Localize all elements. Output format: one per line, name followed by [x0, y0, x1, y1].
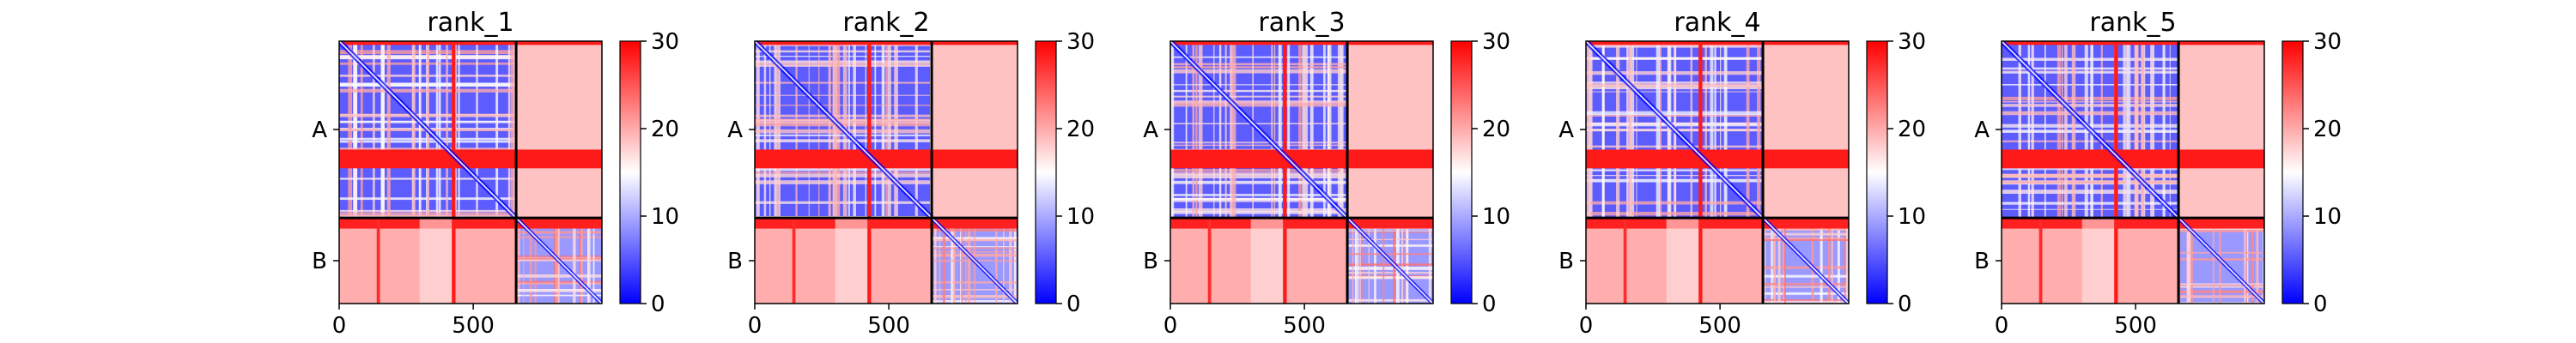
colorbar-tick-label: 0 — [1898, 292, 1912, 317]
red-band — [2002, 149, 2264, 169]
panel-rank_2: rank_2 0 500 A B 0 10 20 30 — [727, 8, 1095, 339]
chart-title: rank_4 — [1674, 8, 1760, 38]
red-band — [1170, 218, 1433, 229]
x-tick-label: 0 — [332, 313, 347, 339]
red-band — [376, 218, 380, 304]
x-tick-label: 500 — [1283, 313, 1326, 339]
x-tick-label: 0 — [1995, 313, 2009, 339]
red-band — [755, 149, 1018, 169]
red-band — [1283, 41, 1287, 304]
panel-rank_3: rank_3 0 500 A B 0 10 20 30 — [1143, 8, 1510, 339]
red-band — [1586, 41, 1849, 45]
chart-title: rank_2 — [842, 8, 929, 38]
colorbar — [1866, 40, 1888, 304]
red-band — [1207, 218, 1212, 304]
colorbar — [1035, 40, 1057, 304]
heatmap — [1586, 41, 1849, 304]
y-tick-label: B — [727, 249, 743, 274]
red-band — [2038, 218, 2043, 304]
colorbar-tick-label: 20 — [1482, 117, 1510, 142]
chart-title: rank_3 — [1258, 8, 1345, 38]
red-band — [792, 218, 796, 304]
y-tick-label: A — [312, 117, 327, 143]
red-band — [2002, 41, 2264, 45]
y-tick-label: A — [1143, 117, 1158, 143]
y-tick-label: A — [727, 117, 743, 143]
colorbar-tick-label: 20 — [1898, 117, 1926, 142]
colorbar-tick-label: 0 — [1066, 292, 1081, 317]
y-tick-label: A — [1974, 117, 1990, 143]
heatmap — [2002, 41, 2264, 304]
x-tick-label: 500 — [452, 313, 495, 339]
red-band — [1698, 41, 1703, 304]
red-band — [452, 41, 456, 304]
x-tick-label: 500 — [2114, 313, 2157, 339]
colorbar-tick-label: 0 — [1482, 292, 1497, 317]
heatmap — [339, 41, 602, 304]
plot-frame — [1170, 40, 1434, 304]
x-tick-label: 0 — [748, 313, 762, 339]
red-band — [339, 41, 602, 45]
red-band — [755, 218, 1018, 229]
colorbar-tick-label: 0 — [651, 292, 665, 317]
plot-frame — [2001, 40, 2265, 304]
colorbar-tick-label: 0 — [2313, 292, 2328, 317]
y-tick-label: B — [312, 249, 327, 274]
colorbar-tick-label: 30 — [651, 29, 679, 55]
colorbar-tick-label: 20 — [2313, 117, 2342, 142]
colorbar-tick-label: 10 — [651, 204, 679, 230]
red-band — [339, 218, 602, 229]
chart-title: rank_5 — [2089, 8, 2176, 38]
colorbar-tick-label: 30 — [1898, 29, 1926, 55]
panel-rank_5: rank_5 0 500 A B 0 10 20 30 — [1974, 8, 2342, 339]
plot-frame — [338, 40, 603, 304]
x-tick-label: 500 — [1698, 313, 1741, 339]
colorbar — [1450, 40, 1473, 304]
panel-rank_4: rank_4 0 500 A B 0 10 20 30 — [1558, 8, 1926, 339]
red-band — [2002, 218, 2264, 229]
colorbar-tick-label: 10 — [1482, 204, 1510, 230]
colorbar — [2281, 40, 2304, 304]
colorbar-tick-label: 10 — [1066, 204, 1095, 230]
colorbar-tick-label: 20 — [1066, 117, 1095, 142]
colorbar-tick-label: 20 — [651, 117, 679, 142]
x-tick-label: 0 — [1163, 313, 1178, 339]
y-tick-label: A — [1558, 117, 1574, 143]
red-band — [755, 41, 1018, 45]
red-band — [339, 149, 602, 169]
red-band — [1623, 218, 1627, 304]
red-band — [1586, 218, 1849, 229]
heatmap — [755, 41, 1018, 304]
chart-title: rank_1 — [427, 8, 513, 38]
panel-rank_1: rank_1 0 500 A B 0 10 20 30 — [312, 8, 679, 339]
plot-frame — [754, 40, 1018, 304]
colorbar-tick-label: 10 — [1898, 204, 1926, 230]
red-band — [1586, 149, 1849, 169]
red-band — [1170, 41, 1433, 45]
red-band — [867, 41, 872, 304]
x-tick-label: 0 — [1579, 313, 1594, 339]
colorbar-tick-label: 10 — [2313, 204, 2342, 230]
x-tick-label: 500 — [867, 313, 910, 339]
red-band — [2114, 41, 2118, 304]
colorbar-tick-label: 30 — [2313, 29, 2342, 55]
colorbar-tick-label: 30 — [1066, 29, 1095, 55]
y-tick-label: B — [1974, 249, 1990, 274]
y-tick-label: B — [1143, 249, 1158, 274]
red-band — [1170, 149, 1433, 169]
plot-frame — [1585, 40, 1850, 304]
colorbar — [619, 40, 641, 304]
colorbar-tick-label: 30 — [1482, 29, 1510, 55]
y-tick-label: B — [1558, 249, 1574, 274]
heatmap — [1170, 41, 1433, 304]
